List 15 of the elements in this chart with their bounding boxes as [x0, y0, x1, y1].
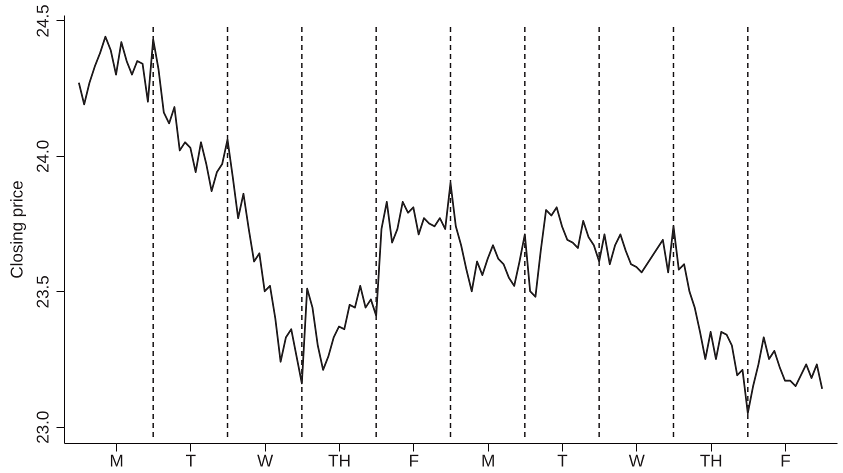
- x-tick-label: TH: [328, 452, 351, 470]
- x-tick-label: W: [257, 452, 274, 470]
- y-tick-label: 23.0: [34, 410, 52, 444]
- x-tick-label: F: [780, 452, 791, 470]
- x-tick-label: T: [557, 452, 568, 470]
- x-tick-label: M: [481, 452, 496, 470]
- y-tick-label: 23.5: [34, 275, 52, 308]
- y-axis-title: Closing price: [8, 180, 26, 279]
- x-tick-label: F: [408, 452, 420, 470]
- x-tick-label: W: [628, 452, 645, 470]
- y-tick-label: 24.0: [34, 140, 52, 173]
- x-tick-label: TH: [700, 452, 722, 470]
- x-tick-label: M: [109, 452, 124, 470]
- x-tick-label: T: [186, 452, 196, 470]
- y-tick-label: 24.5: [34, 4, 52, 38]
